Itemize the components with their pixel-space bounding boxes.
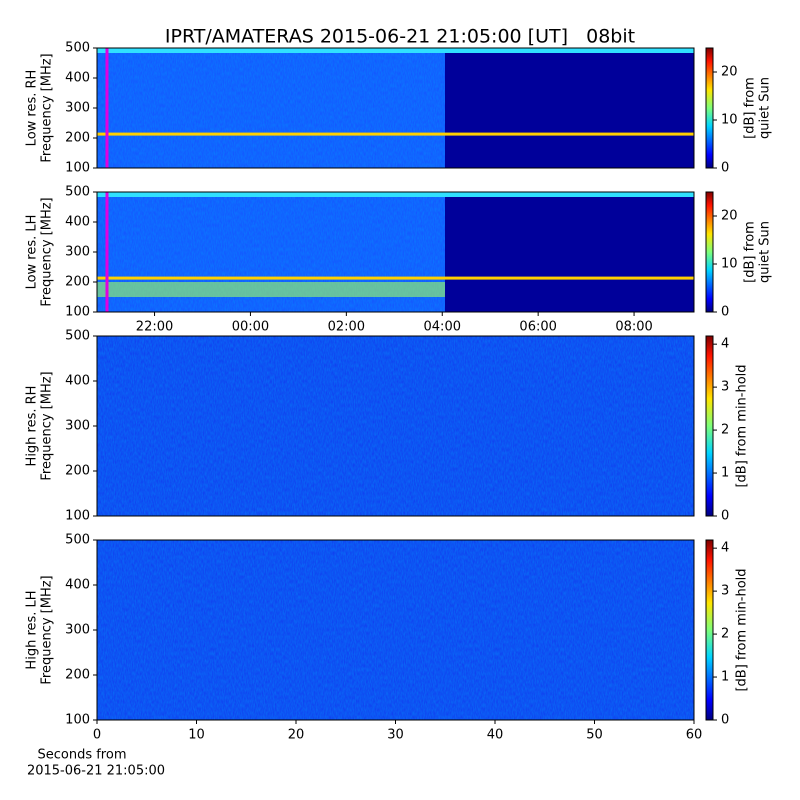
colorbar-tick-label: 1 (721, 466, 729, 481)
band (97, 48, 694, 53)
colorbar-tick-label: 2 (721, 627, 729, 642)
colorbar-tick-label: 2 (721, 423, 729, 438)
y-tick-label: 100 (65, 305, 90, 320)
x-tick-label: 20 (288, 728, 305, 743)
x-tick-label: 00:00 (232, 320, 269, 335)
band (97, 192, 694, 197)
y-tick-label: 500 (65, 41, 90, 56)
x-tick-label: 08:00 (615, 320, 652, 335)
x-tick-label: 02:00 (328, 320, 365, 335)
colorbar-tick-label: 0 (721, 161, 729, 176)
y-axis-label: Frequency [MHz] (40, 575, 55, 684)
spectrogram-noise (97, 48, 445, 168)
spectrogram-noise (97, 336, 694, 516)
x-tick-label: 22:00 (136, 320, 173, 335)
colorbar-tick-label: 20 (721, 209, 738, 224)
y-tick-label: 100 (65, 713, 90, 728)
colorbar-tick-label: 0 (721, 509, 729, 524)
colorbar (705, 335, 714, 517)
y-tick-label: 500 (65, 329, 90, 344)
x-tick-label: 10 (188, 728, 205, 743)
colorbar (705, 47, 714, 169)
y-tick-label: 300 (65, 419, 90, 434)
x-tick-label: 04:00 (424, 320, 461, 335)
band (97, 276, 694, 280)
colorbar (705, 191, 714, 313)
band (97, 282, 445, 297)
y-tick-label: 200 (65, 131, 90, 146)
y-tick-label: 400 (65, 71, 90, 86)
colorbar-tick-label: 10 (721, 257, 738, 272)
y-tick-label: 100 (65, 509, 90, 524)
colorbar-label: quiet Sun (758, 221, 773, 283)
y-axis-label: High res. RH (25, 386, 40, 467)
chart-title: IPRT/AMATERAS 2015-06-21 21:05:00 [UT] 0… (165, 26, 635, 48)
colorbar-label: [dB] from min-hold (735, 568, 750, 691)
y-tick-label: 200 (65, 464, 90, 479)
y-tick-label: 200 (65, 275, 90, 290)
y-axis-label: Low res. RH (25, 70, 40, 147)
y-tick-label: 300 (65, 623, 90, 638)
y-axis-label: Low res. LH (25, 215, 40, 290)
y-tick-label: 400 (65, 374, 90, 389)
x-axis-label: Seconds from (37, 748, 126, 763)
colorbar (705, 539, 714, 721)
x-axis-label: 2015-06-21 21:05:00 (27, 764, 165, 779)
spectrogram-noise (97, 540, 694, 720)
y-tick-label: 200 (65, 668, 90, 683)
y-tick-label: 400 (65, 578, 90, 593)
y-axis-label: Frequency [MHz] (40, 371, 55, 480)
y-tick-label: 400 (65, 215, 90, 230)
band (97, 132, 694, 136)
spectrogram-bg (445, 192, 694, 312)
colorbar-tick-label: 1 (721, 670, 729, 685)
colorbar-label: [dB] from (743, 221, 758, 283)
x-tick-label: 60 (686, 728, 703, 743)
y-tick-label: 500 (65, 185, 90, 200)
colorbar-tick-label: 0 (721, 305, 729, 320)
colorbar-tick-label: 4 (721, 337, 729, 352)
colorbar-label: [dB] from min-hold (735, 364, 750, 487)
colorbar-tick-label: 10 (721, 113, 738, 128)
y-tick-label: 500 (65, 533, 90, 548)
y-axis-label: Frequency [MHz] (40, 53, 55, 162)
x-tick-label: 40 (487, 728, 504, 743)
y-tick-label: 300 (65, 245, 90, 260)
y-axis-label: High res. LH (25, 590, 40, 669)
colorbar-tick-label: 0 (721, 713, 729, 728)
colorbar-label: quiet Sun (758, 77, 773, 139)
x-tick-label: 06:00 (519, 320, 556, 335)
y-tick-label: 300 (65, 101, 90, 116)
colorbar-tick-label: 3 (721, 584, 729, 599)
x-tick-label: 50 (586, 728, 603, 743)
spectrogram-bg (445, 48, 694, 168)
x-tick-label: 30 (387, 728, 404, 743)
colorbar-tick-label: 4 (721, 541, 729, 556)
colorbar-tick-label: 20 (721, 65, 738, 80)
y-axis-label: Frequency [MHz] (40, 197, 55, 306)
colorbar-label: [dB] from (743, 77, 758, 139)
x-tick-label: 0 (93, 728, 101, 743)
colorbar-tick-label: 3 (721, 380, 729, 395)
y-tick-label: 100 (65, 161, 90, 176)
